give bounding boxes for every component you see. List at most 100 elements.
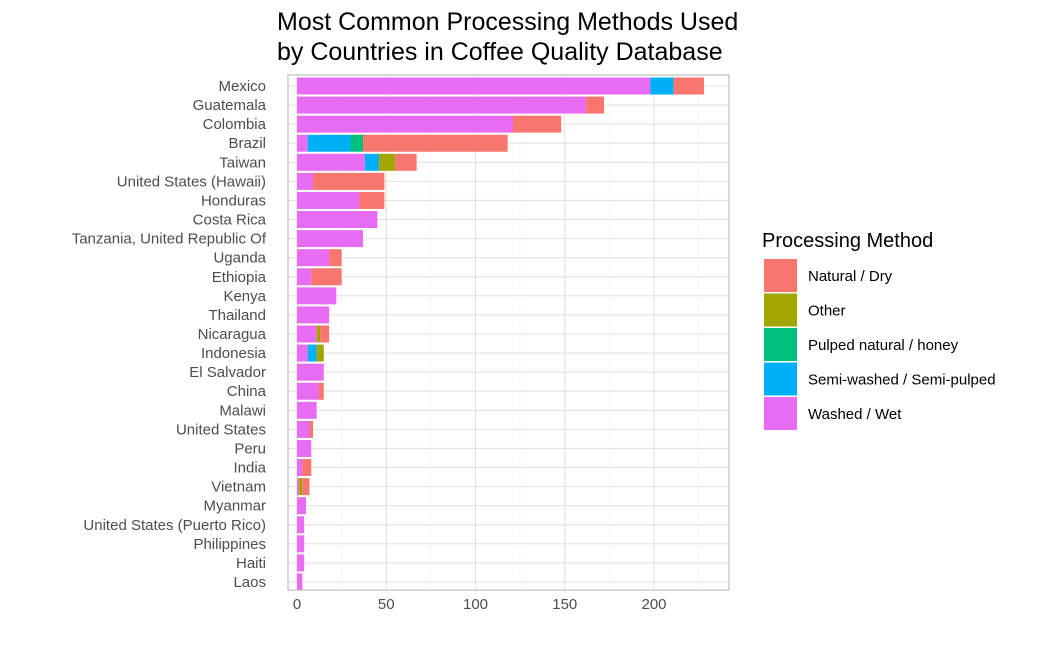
category-label: China — [227, 383, 267, 400]
plot-area: Mexico Guatemala Colombia Brazil Taiwan Unite… — [72, 74, 730, 613]
category-label: Taiwan — [219, 154, 266, 171]
bar-segment-semi-washed-semi-pulped — [307, 134, 351, 152]
legend-label: Natural / Dry — [808, 268, 893, 285]
bar-segment-washed-wet — [297, 382, 319, 400]
bar-segment-washed-wet — [297, 554, 305, 572]
bar-segment-natural-dry — [318, 382, 324, 400]
chart-title-line: Most Common Processing Methods Used — [277, 8, 738, 36]
bar-segment-natural-dry — [329, 249, 342, 267]
legend-label: Other — [808, 303, 846, 320]
category-label: Philippines — [193, 536, 266, 553]
panel-border — [287, 74, 730, 591]
category-label: United States (Hawaii) — [117, 173, 266, 190]
bar-segment-washed-wet — [297, 497, 306, 515]
bar-segment-washed-wet — [297, 535, 305, 553]
bar-segment-washed-wet — [297, 573, 303, 591]
category-label: Kenya — [223, 288, 266, 305]
category-label: Malawi — [219, 402, 266, 419]
category-label: Peru — [234, 440, 266, 457]
legend-label: Semi-washed / Semi-pulped — [808, 372, 996, 389]
bar-segment-washed-wet — [297, 344, 308, 362]
bar-segment-washed-wet — [297, 230, 364, 248]
bar-segment-washed-wet — [297, 516, 305, 534]
bar-segment-washed-wet — [297, 191, 360, 209]
category-label: Vietnam — [211, 479, 266, 496]
bar-segment-washed-wet — [297, 172, 314, 190]
category-label: Thailand — [208, 307, 266, 324]
bar-segment-washed-wet — [297, 77, 651, 95]
category-label: Uganda — [213, 250, 266, 267]
bar-segment-pulped-natural-honey — [350, 134, 364, 152]
bar-segment-washed-wet — [297, 134, 308, 152]
x-tick-label: 100 — [463, 596, 488, 613]
bar-segment-natural-dry — [320, 325, 330, 343]
category-label: Indonesia — [201, 345, 267, 362]
bar-segment-washed-wet — [297, 211, 378, 229]
bar-segment-washed-wet — [297, 249, 330, 267]
bar-segment-washed-wet — [297, 115, 513, 133]
bar-segment-washed-wet — [297, 306, 330, 324]
category-label: El Salvador — [189, 364, 266, 381]
bar-segment-natural-dry — [302, 459, 312, 477]
category-label: Honduras — [201, 192, 266, 209]
category-label: Mexico — [218, 78, 266, 95]
legend-label: Washed / Wet — [808, 406, 902, 423]
bar-segment-natural-dry — [309, 420, 314, 438]
bar-segment-washed-wet — [297, 459, 303, 477]
bar-segment-washed-wet — [297, 478, 299, 496]
category-label: Tanzania, United Republic Of — [72, 231, 267, 248]
bar-segment-washed-wet — [297, 325, 317, 343]
x-tick-label: 0 — [293, 596, 301, 613]
category-label: Brazil — [228, 135, 266, 152]
bar-segment-natural-dry — [313, 172, 385, 190]
legend-key-semi-washed-semi-pulped — [764, 362, 797, 396]
category-label: Haiti — [236, 555, 266, 572]
legend-key-pulped-natural-honey — [764, 328, 797, 361]
bar-segment-natural-dry — [359, 191, 385, 209]
legend-key-washed-wet — [764, 397, 797, 430]
bar-segment-semi-washed-semi-pulped — [364, 153, 380, 171]
legend-key-other — [764, 293, 797, 327]
bar-segment-washed-wet — [297, 420, 310, 438]
bar-segment-washed-wet — [297, 268, 312, 286]
bar-segment-washed-wet — [297, 287, 337, 305]
bar-segment-natural-dry — [363, 134, 508, 152]
bar-segment-other — [298, 478, 303, 496]
bar-segment-other — [316, 325, 321, 343]
panel-background — [288, 75, 729, 590]
bar-segment-natural-dry — [673, 77, 704, 95]
category-label: Guatemala — [193, 97, 267, 114]
category-label: Costa Rica — [193, 212, 267, 229]
bar-segment-natural-dry — [302, 478, 310, 496]
bar-segment-other — [316, 344, 324, 362]
bar-segment-natural-dry — [512, 115, 562, 133]
category-label: Colombia — [203, 116, 267, 133]
category-label: Myanmar — [203, 498, 266, 515]
bar-segment-washed-wet — [297, 401, 317, 419]
category-label: Laos — [233, 574, 266, 591]
bar-segment-washed-wet — [297, 439, 312, 457]
category-label: United States (Puerto Rico) — [83, 517, 266, 534]
bar-segment-other — [379, 153, 396, 171]
category-label: United States — [176, 421, 266, 438]
bar-segment-washed-wet — [297, 363, 324, 381]
category-label: Nicaragua — [198, 326, 267, 343]
bar-segment-washed-wet — [297, 153, 365, 171]
x-tick-label: 50 — [378, 596, 395, 613]
chart-title-line: by Countries in Coffee Quality Database — [277, 38, 723, 66]
category-label: India — [233, 460, 266, 477]
legend-key-natural-dry — [764, 259, 797, 292]
bar-segment-natural-dry — [586, 96, 605, 114]
legend: Processing Method Natural / Dry Other Pulpe… — [762, 230, 996, 430]
legend-title: Processing Method — [762, 230, 933, 252]
category-label: Ethiopia — [212, 269, 267, 286]
x-tick-label: 200 — [641, 596, 666, 613]
bar-segment-natural-dry — [311, 268, 342, 286]
bar-segment-washed-wet — [297, 96, 587, 114]
x-tick-label: 150 — [552, 596, 577, 613]
bar-segment-semi-washed-semi-pulped — [307, 344, 317, 362]
legend-label: Pulped natural / honey — [808, 337, 959, 354]
bar-segment-semi-washed-semi-pulped — [650, 77, 674, 95]
